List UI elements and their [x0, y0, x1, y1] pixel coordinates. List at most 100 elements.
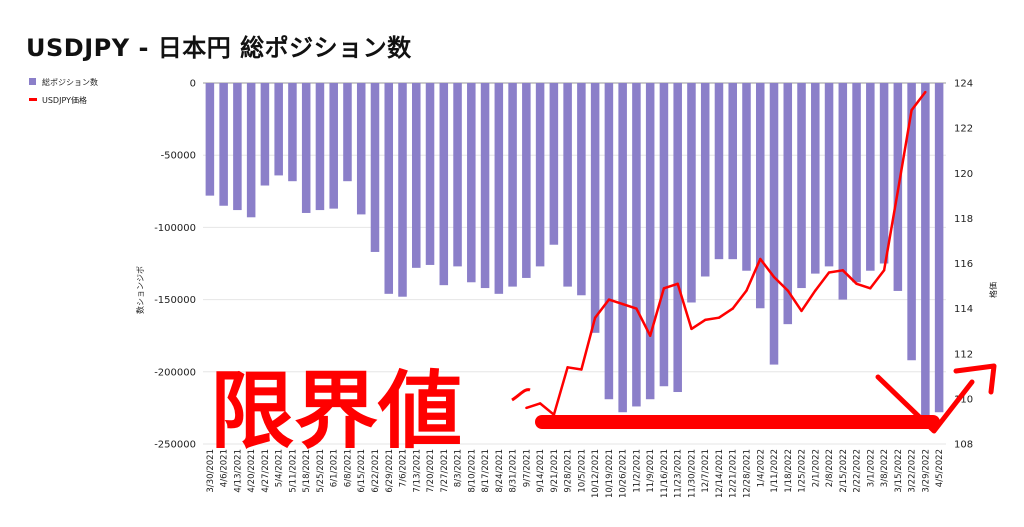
bar — [742, 83, 751, 271]
x-tick-label: 3/15/2022 — [894, 449, 904, 493]
bar-series — [205, 83, 944, 416]
x-tick-label: 6/8/2021 — [343, 449, 353, 487]
bar — [233, 83, 242, 211]
y-left-tick-label: 0 — [190, 79, 196, 90]
price-point — [759, 257, 762, 261]
x-tick-label: 4/5/2022 — [935, 449, 945, 487]
price-point — [593, 316, 597, 319]
left-axis-ticks: 0 -50000 -100000 -150000 -200000 -250000 — [154, 79, 196, 451]
bar — [852, 83, 861, 283]
y-right-tick-label: 116 — [954, 259, 973, 270]
x-tick-label: 1/11/2022 — [770, 449, 780, 493]
bar — [811, 83, 820, 274]
bar — [260, 83, 270, 186]
x-tick-label: 5/25/2021 — [316, 449, 326, 493]
x-tick-label: 8/24/2021 — [495, 449, 505, 493]
annotation-connector — [511, 388, 531, 402]
annotation-arrow-icon — [875, 363, 997, 434]
bar — [577, 83, 586, 296]
x-tick-label: 8/31/2021 — [509, 449, 519, 493]
price-point — [924, 90, 927, 94]
bar — [866, 83, 875, 271]
x-tick-label: 3/22/2022 — [908, 449, 918, 493]
y-left-tick-label: -150000 — [154, 295, 196, 306]
price-point — [869, 287, 872, 290]
price-point — [538, 402, 542, 405]
bar — [508, 83, 517, 287]
price-point — [841, 269, 845, 272]
bar — [356, 83, 366, 215]
x-tick-label: 3/8/2022 — [880, 449, 890, 487]
x-tick-label: 6/1/2021 — [330, 449, 340, 487]
y-right-tick-label: 122 — [954, 124, 973, 135]
x-tick-label: 6/15/2021 — [357, 449, 367, 493]
y-right-tick-label: 108 — [954, 440, 973, 451]
bar — [535, 83, 545, 267]
price-point — [621, 302, 624, 306]
x-tick-label: 2/1/2022 — [811, 449, 821, 487]
x-tick-label: 11/9/2021 — [646, 449, 656, 493]
bar — [315, 83, 325, 211]
bar — [604, 83, 614, 400]
x-tick-label: 11/23/2021 — [674, 449, 684, 498]
price-point — [896, 190, 900, 193]
y-axis-left-label: 数ションジボ — [135, 266, 145, 314]
x-tick-label: 12/21/2021 — [729, 449, 739, 498]
bar — [769, 83, 779, 365]
price-point — [731, 307, 734, 310]
price-point — [690, 327, 693, 331]
bar — [343, 83, 352, 182]
x-tick-label: 11/2/2021 — [632, 449, 642, 493]
x-tick-label: 4/6/2021 — [220, 449, 230, 487]
x-tick-label: 3/1/2022 — [866, 449, 876, 487]
y-right-tick-label: 112 — [954, 349, 973, 360]
bar — [425, 83, 435, 265]
bar — [301, 83, 311, 213]
x-tick-label: 9/21/2021 — [550, 449, 560, 493]
price-point — [745, 289, 748, 292]
price-point — [800, 309, 803, 313]
legend-label-line: USDJPY価格 — [42, 95, 87, 105]
bar — [480, 83, 490, 289]
price-point — [717, 316, 721, 319]
y-left-tick-label: -100000 — [154, 223, 196, 234]
x-tick-label: 10/19/2021 — [605, 449, 615, 498]
price-point — [607, 298, 611, 301]
y-left-tick-label: -200000 — [154, 367, 196, 378]
bar — [907, 83, 916, 361]
bar — [522, 83, 531, 278]
x-tick-label: 5/11/2021 — [288, 449, 298, 493]
bar — [288, 83, 297, 182]
x-tick-label: 10/26/2021 — [619, 449, 629, 498]
x-tick-label: 2/15/2022 — [839, 449, 849, 493]
y-left-tick-label: -50000 — [161, 151, 196, 162]
legend-swatch-line — [29, 98, 37, 101]
price-point — [662, 287, 666, 290]
x-axis-ticks: 3/30/2021 4/6/2021 4/13/2021 4/20/2021 4/27/… — [206, 449, 945, 498]
y-right-tick-label: 120 — [954, 169, 973, 180]
bar — [412, 83, 421, 268]
right-axis-ticks: 124 122 120 118 116 114 112 110 108 — [954, 79, 973, 451]
bar — [494, 83, 504, 294]
bar — [687, 83, 696, 303]
bar — [700, 83, 710, 277]
bar — [728, 83, 737, 260]
price-point — [648, 334, 652, 337]
bar — [755, 83, 765, 309]
x-tick-label: 9/7/2021 — [522, 449, 532, 487]
bar — [205, 83, 215, 196]
x-tick-label: 2/22/2022 — [853, 449, 863, 493]
x-tick-label: 12/28/2021 — [742, 449, 752, 498]
price-point — [882, 269, 886, 272]
bar — [467, 83, 476, 283]
price-point — [580, 368, 583, 371]
legend-label-bars: 総ポジション数 — [42, 77, 98, 87]
bar — [274, 83, 283, 176]
x-tick-label: 10/12/2021 — [591, 449, 601, 498]
y-left-tick-label: -250000 — [154, 440, 196, 451]
line-series — [525, 90, 927, 416]
x-tick-label: 8/10/2021 — [467, 449, 477, 493]
bar — [370, 83, 380, 252]
gridlines — [203, 82, 946, 445]
bar — [797, 83, 806, 289]
